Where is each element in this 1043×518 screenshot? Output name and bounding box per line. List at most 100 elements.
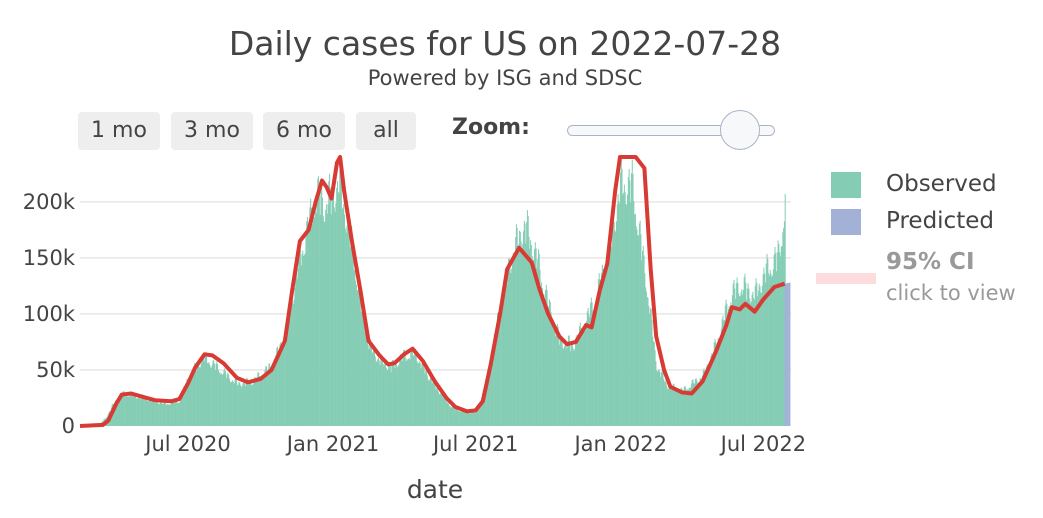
observed-bar bbox=[617, 194, 619, 426]
observed-bar bbox=[369, 342, 371, 426]
observed-bar bbox=[285, 338, 287, 426]
observed-bar bbox=[375, 361, 377, 426]
observed-bar bbox=[465, 413, 467, 426]
zoom-slider-handle[interactable] bbox=[719, 110, 760, 150]
observed-bar bbox=[526, 210, 528, 426]
observed-bar bbox=[303, 254, 305, 426]
observed-bar bbox=[239, 382, 241, 426]
observed-bar bbox=[501, 303, 503, 426]
legend-ci-swatch[interactable] bbox=[816, 273, 876, 284]
observed-bar bbox=[575, 343, 577, 426]
legend-predicted[interactable]: Predicted bbox=[886, 208, 994, 234]
observed-bar bbox=[331, 194, 333, 426]
observed-bar bbox=[168, 404, 170, 426]
observed-bar bbox=[693, 382, 695, 426]
observed-bar bbox=[420, 368, 422, 426]
observed-bar bbox=[709, 361, 711, 426]
legend-observed[interactable]: Observed bbox=[886, 171, 997, 197]
observed-bar bbox=[688, 388, 690, 426]
observed-bar bbox=[432, 382, 434, 426]
observed-bar bbox=[679, 392, 681, 426]
range-6mo-button[interactable]: 6 mo bbox=[263, 112, 345, 150]
observed-bar bbox=[532, 260, 534, 426]
observed-bar bbox=[495, 339, 497, 426]
observed-bar bbox=[288, 307, 290, 426]
observed-bar bbox=[538, 253, 540, 426]
observed-bar bbox=[377, 359, 379, 426]
observed-bar bbox=[392, 360, 394, 426]
observed-bar bbox=[161, 401, 163, 426]
observed-bar bbox=[592, 311, 594, 426]
observed-bar bbox=[531, 256, 533, 426]
observed-bar bbox=[282, 347, 284, 426]
observed-bar bbox=[765, 263, 767, 426]
observed-bar bbox=[781, 246, 783, 426]
observed-bar bbox=[559, 344, 561, 426]
observed-bar bbox=[759, 286, 761, 426]
observed-bar bbox=[284, 335, 286, 426]
observed-bar bbox=[143, 399, 145, 426]
observed-bar bbox=[671, 386, 673, 426]
observed-bar bbox=[534, 242, 536, 426]
observed-bar bbox=[683, 386, 685, 426]
observed-bar bbox=[345, 232, 347, 426]
observed-bar bbox=[448, 405, 450, 426]
observed-bar bbox=[697, 382, 699, 426]
observed-bar bbox=[425, 370, 427, 426]
observed-bar bbox=[339, 170, 341, 426]
observed-bar bbox=[228, 378, 230, 426]
observed-bar bbox=[750, 303, 752, 426]
observed-bar bbox=[355, 284, 357, 426]
observed-bar bbox=[416, 361, 418, 426]
observed-bar bbox=[192, 372, 194, 426]
observed-bar bbox=[353, 269, 355, 426]
y-tick-label: 150k bbox=[23, 246, 76, 270]
range-3mo-button[interactable]: 3 mo bbox=[171, 112, 253, 150]
observed-bar bbox=[242, 383, 244, 426]
observed-bar bbox=[245, 380, 247, 426]
observed-bar bbox=[633, 201, 635, 426]
observed-bar bbox=[675, 391, 677, 426]
observed-bar bbox=[175, 399, 177, 426]
observed-bar bbox=[366, 338, 368, 426]
observed-bar bbox=[575, 336, 577, 426]
observed-bar bbox=[351, 238, 353, 426]
observed-bar bbox=[256, 376, 258, 426]
observed-bar bbox=[554, 328, 556, 426]
zoom-slider-track[interactable] bbox=[567, 125, 775, 136]
observed-bar bbox=[628, 168, 630, 426]
observed-bar bbox=[272, 368, 274, 426]
legend-ci-hint[interactable]: click to view bbox=[886, 281, 1016, 305]
observed-bar bbox=[210, 367, 212, 426]
observed-bar bbox=[555, 335, 557, 426]
observed-bar bbox=[126, 396, 128, 426]
range-all-button[interactable]: all bbox=[356, 112, 416, 150]
observed-bar bbox=[368, 349, 370, 426]
observed-bar bbox=[215, 363, 217, 426]
observed-bar bbox=[755, 278, 757, 426]
observed-bar bbox=[614, 230, 616, 426]
observed-bar bbox=[212, 360, 214, 426]
x-tick-label: Jul 2021 bbox=[431, 432, 518, 456]
observed-bar bbox=[698, 381, 700, 426]
observed-bar bbox=[615, 231, 617, 426]
observed-bar bbox=[581, 336, 583, 426]
observed-bar bbox=[405, 361, 407, 426]
legend-predicted-swatch[interactable] bbox=[831, 209, 861, 235]
observed-bar bbox=[756, 283, 758, 426]
range-1mo-button[interactable]: 1 mo bbox=[78, 112, 160, 150]
observed-bar bbox=[510, 272, 512, 426]
legend-observed-swatch[interactable] bbox=[831, 172, 861, 198]
observed-bar bbox=[320, 191, 322, 426]
observed-bar bbox=[476, 409, 478, 426]
observed-bar bbox=[630, 173, 632, 426]
observed-bar bbox=[726, 303, 728, 426]
legend-ci-label[interactable]: 95% CI bbox=[886, 249, 975, 275]
observed-bar bbox=[165, 403, 167, 426]
observed-bar bbox=[464, 411, 466, 426]
observed-bar bbox=[423, 368, 425, 426]
observed-bar bbox=[685, 388, 687, 426]
observed-bar bbox=[775, 253, 777, 426]
observed-bar bbox=[437, 391, 439, 426]
observed-bar bbox=[700, 377, 702, 426]
